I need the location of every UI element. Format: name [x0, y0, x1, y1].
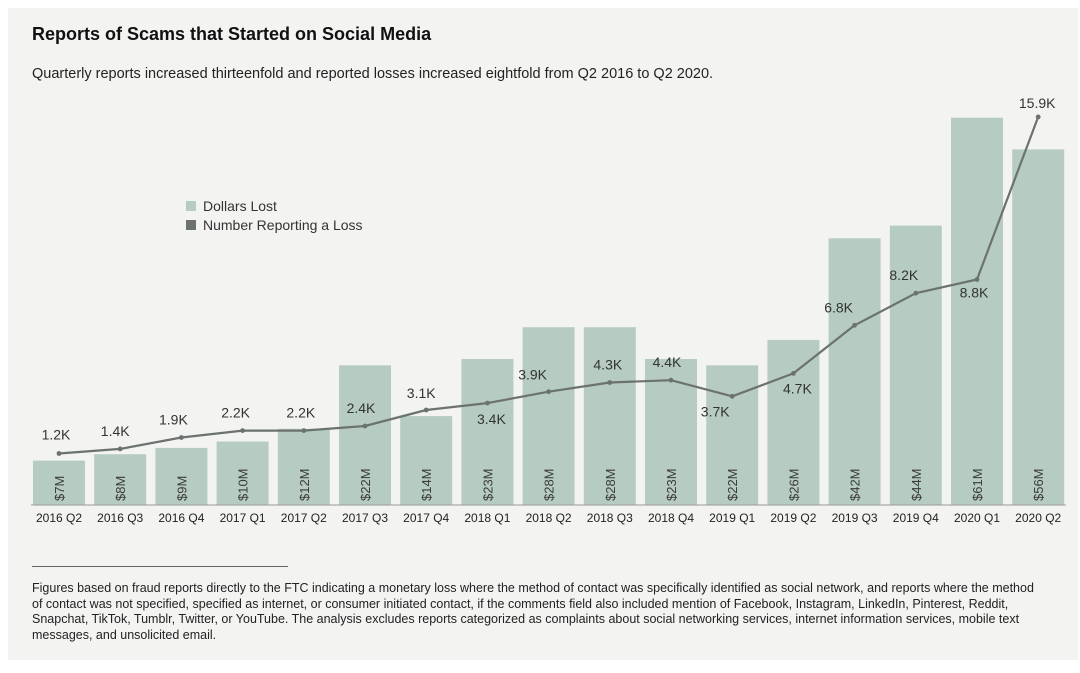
x-tick-label: 2019 Q2	[770, 511, 816, 525]
legend-item-dollars-lost: Dollars Lost	[186, 196, 363, 215]
line-value-label: 3.7K	[701, 403, 730, 419]
x-tick-label: 2020 Q1	[954, 511, 1000, 525]
line-point	[791, 371, 796, 376]
line-point	[668, 377, 674, 383]
x-tick-label: 2016 Q4	[158, 511, 204, 525]
x-tick-label: 2018 Q4	[648, 511, 694, 525]
line-point	[546, 389, 551, 395]
bar-dollars-lost	[400, 416, 453, 505]
bar-value-label: $12M	[297, 468, 312, 501]
x-tick-label: 2016 Q3	[97, 511, 143, 525]
line-point	[362, 423, 368, 429]
bar-dollars-lost	[951, 117, 1003, 505]
bar-value-label: $23M	[664, 468, 679, 501]
legend-label-number-reporting: Number Reporting a Loss	[203, 216, 363, 233]
x-tick-label: 2018 Q2	[526, 511, 572, 525]
bar-value-label: $61M	[970, 468, 985, 501]
bar-dollars-lost	[155, 447, 208, 505]
line-point	[607, 380, 613, 385]
bar-dollars-lost	[583, 327, 636, 505]
bar-dollars-lost	[645, 359, 697, 505]
bar-dollars-lost	[94, 454, 147, 505]
x-tick-label: 2020 Q2	[1015, 511, 1061, 525]
bar-value-label: $26M	[786, 468, 801, 501]
bar-value-label: $44M	[909, 468, 924, 501]
x-tick-label: 2017 Q2	[281, 511, 327, 525]
bar-value-label: $9M	[174, 476, 189, 501]
bar-value-label: $22M	[358, 468, 373, 501]
line-point	[117, 446, 123, 452]
x-tick-label: 2019 Q1	[709, 511, 755, 525]
line-value-label: 8.8K	[960, 285, 989, 301]
line-value-label: 1.2K	[42, 427, 71, 443]
line-value-label: 2.4K	[347, 400, 376, 416]
line-value-label: 1.4K	[101, 423, 130, 439]
line-point	[240, 428, 246, 433]
line-point	[56, 451, 62, 456]
legend-swatch-number-reporting	[186, 219, 196, 230]
bar-value-label: $56M	[1031, 468, 1046, 501]
line-point	[1035, 114, 1041, 120]
bar-value-label: $22M	[725, 468, 740, 501]
line-value-label: 15.9K	[1019, 95, 1056, 111]
bar-dollars-lost	[277, 428, 330, 505]
bar-dollars-lost	[1012, 149, 1065, 505]
bar-value-label: $14M	[419, 468, 434, 501]
line-point	[423, 407, 429, 413]
chart-subtitle: Quarterly reports increased thirteenfold…	[32, 66, 714, 82]
bar-dollars-lost	[889, 225, 942, 505]
x-tick-label: 2016 Q2	[36, 511, 82, 525]
x-tick-label: 2018 Q3	[587, 511, 633, 525]
bar-dollars-lost	[706, 365, 759, 505]
line-point	[913, 290, 919, 296]
footnote-divider	[32, 566, 288, 567]
x-tick-label: 2017 Q4	[403, 511, 449, 525]
line-value-label: 8.2K	[889, 267, 918, 283]
bar-dollars-lost	[33, 460, 85, 505]
bar-value-label: $7M	[52, 476, 67, 501]
line-point	[301, 428, 307, 433]
bar-dollars-lost	[767, 339, 820, 505]
line-value-label: 3.9K	[518, 367, 547, 383]
x-tick-label: 2017 Q1	[220, 511, 266, 525]
bar-value-label: $23M	[480, 468, 495, 501]
line-value-label: 4.3K	[593, 357, 622, 373]
line-value-label: 1.9K	[159, 412, 188, 428]
legend-label-dollars-lost: Dollars Lost	[203, 197, 277, 214]
chart-legend: Dollars Lost Number Reporting a Loss	[186, 196, 363, 234]
line-point	[729, 393, 735, 399]
bar-dollars-lost	[216, 441, 269, 505]
x-tick-label: 2017 Q3	[342, 511, 388, 525]
bar-value-label: $28M	[542, 468, 557, 501]
line-value-label: 4.7K	[783, 380, 812, 396]
line-value-label: 6.8K	[824, 299, 853, 315]
bar-dollars-lost	[339, 365, 391, 505]
x-tick-label: 2019 Q4	[893, 511, 939, 525]
chart-title: Reports of Scams that Started on Social …	[32, 24, 432, 44]
bar-dollars-lost	[522, 327, 575, 505]
legend-item-number-reporting: Number Reporting a Loss	[186, 215, 363, 234]
line-value-label: 4.4K	[653, 354, 682, 370]
line-point	[852, 322, 857, 328]
line-value-label: 2.2K	[221, 405, 250, 421]
bar-dollars-lost	[828, 238, 881, 506]
x-tick-label: 2018 Q1	[464, 511, 510, 525]
bar-value-label: $8M	[113, 476, 128, 501]
line-value-label: 3.4K	[477, 411, 506, 427]
bar-value-label: $28M	[603, 468, 618, 501]
legend-swatch-dollars-lost	[186, 200, 196, 211]
footnote-text: Figures based on fraud reports directly …	[32, 581, 1034, 642]
bar-dollars-lost	[461, 359, 514, 505]
line-point	[485, 400, 490, 406]
line-point	[974, 277, 980, 282]
line-value-label: 3.1K	[407, 385, 436, 401]
line-value-label: 2.2K	[286, 405, 315, 421]
bar-value-label: $42M	[848, 468, 863, 501]
bar-value-label: $10M	[236, 468, 251, 501]
x-tick-label: 2019 Q3	[832, 511, 878, 525]
line-point	[179, 435, 184, 440]
